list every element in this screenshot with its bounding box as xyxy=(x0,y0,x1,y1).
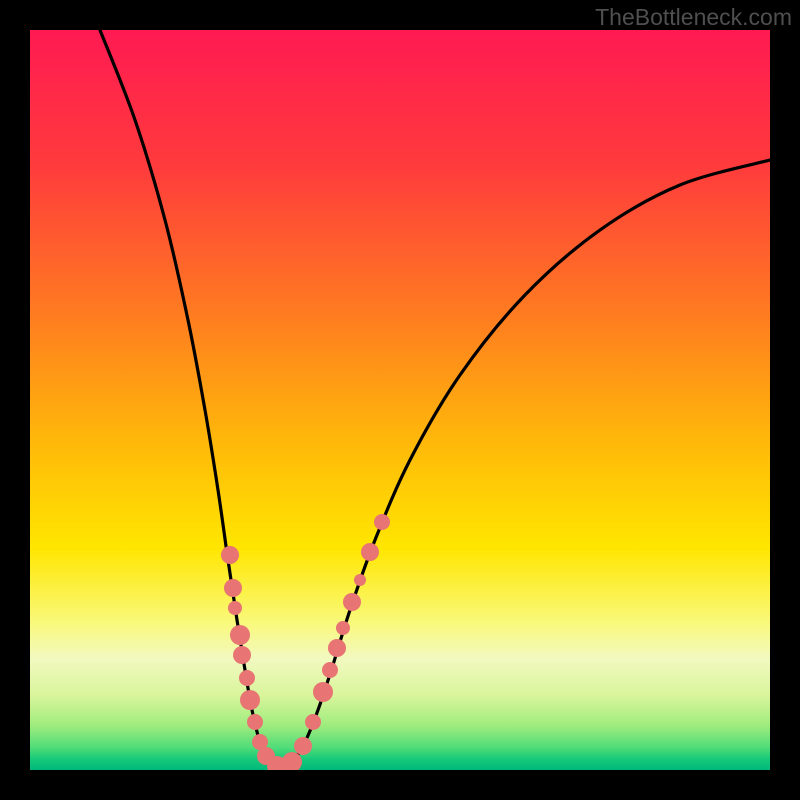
data-marker xyxy=(230,625,250,645)
data-marker xyxy=(313,682,333,702)
data-marker xyxy=(374,514,390,530)
data-marker xyxy=(336,621,350,635)
data-marker xyxy=(240,690,260,710)
data-marker xyxy=(294,737,312,755)
data-marker xyxy=(322,662,338,678)
plot-area xyxy=(30,30,770,770)
data-marker xyxy=(361,543,379,561)
watermark-text: TheBottleneck.com xyxy=(595,4,792,31)
data-marker xyxy=(305,714,321,730)
data-marker xyxy=(239,670,255,686)
bottleneck-curve-chart xyxy=(30,30,770,770)
data-marker xyxy=(247,714,263,730)
data-marker xyxy=(233,646,251,664)
data-marker xyxy=(328,639,346,657)
data-marker xyxy=(343,593,361,611)
data-marker xyxy=(221,546,239,564)
data-marker xyxy=(228,601,242,615)
data-marker xyxy=(224,579,242,597)
chart-frame: TheBottleneck.com xyxy=(0,0,800,800)
data-marker xyxy=(354,574,366,586)
